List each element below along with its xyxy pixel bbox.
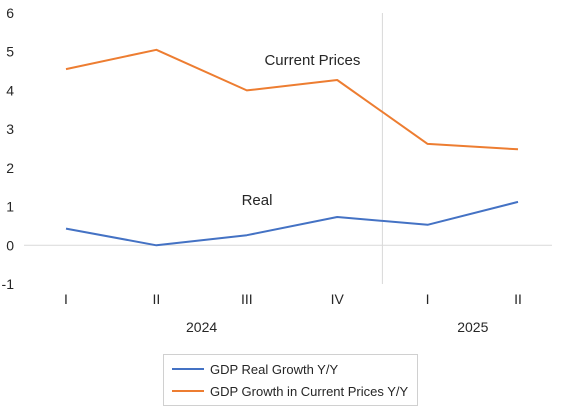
chart-legend: GDP Real Growth Y/Y GDP Growth in Curren… bbox=[163, 354, 418, 406]
series-annotations: Current Prices Real bbox=[242, 52, 361, 209]
legend-item-current-prices: GDP Growth in Current Prices Y/Y bbox=[172, 381, 408, 401]
series-line-current-prices-growth bbox=[65, 48, 519, 151]
legend-label-real: GDP Real Growth Y/Y bbox=[210, 361, 339, 377]
y-tick-label: 2 bbox=[6, 160, 14, 176]
x-axis-year-labels: 2024 2025 bbox=[186, 319, 489, 335]
x-tick-label: I bbox=[64, 291, 68, 307]
y-tick-label: 0 bbox=[6, 237, 14, 253]
legend-swatch-current-prices bbox=[172, 390, 204, 392]
y-tick-label: 4 bbox=[6, 82, 14, 98]
legend-swatch-real bbox=[172, 368, 204, 370]
x-tick-label: II bbox=[153, 291, 161, 307]
y-tick-label: 1 bbox=[6, 199, 14, 215]
annotation-current-prices: Current Prices bbox=[264, 52, 360, 69]
y-tick-label: 5 bbox=[6, 44, 14, 60]
annotation-real: Real bbox=[242, 192, 273, 209]
y-tick-label: 3 bbox=[6, 121, 14, 137]
year-label: 2025 bbox=[457, 319, 488, 335]
x-tick-label: IV bbox=[331, 291, 345, 307]
legend-item-real: GDP Real Growth Y/Y bbox=[172, 359, 338, 379]
year-label: 2024 bbox=[186, 319, 217, 335]
x-tick-label: III bbox=[241, 291, 253, 307]
y-axis-tick-labels: -1 0 1 2 3 4 5 6 bbox=[2, 5, 15, 292]
series-line-real-growth bbox=[65, 200, 519, 247]
series-lines bbox=[65, 48, 519, 247]
y-tick-label: 6 bbox=[6, 5, 14, 21]
x-tick-label: I bbox=[426, 291, 430, 307]
legend-label-current-prices: GDP Growth in Current Prices Y/Y bbox=[210, 383, 409, 399]
x-axis-quarter-labels: I II III IV I II bbox=[64, 291, 522, 307]
y-tick-label: -1 bbox=[2, 276, 15, 292]
x-tick-label: II bbox=[514, 291, 522, 307]
